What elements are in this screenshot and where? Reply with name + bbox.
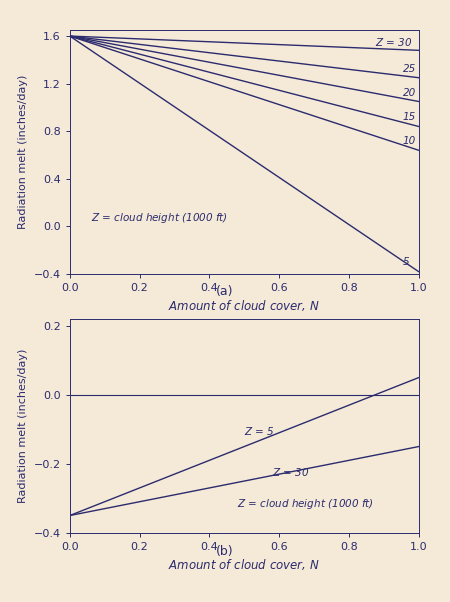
- Y-axis label: Radiation melt (inches/day): Radiation melt (inches/day): [18, 75, 28, 229]
- Text: 15: 15: [403, 112, 416, 122]
- Text: $Z$ = cloud height (1000 ft): $Z$ = cloud height (1000 ft): [90, 211, 228, 226]
- Text: 20: 20: [403, 88, 416, 98]
- Text: 25: 25: [403, 64, 416, 75]
- Text: $Z$ = 30: $Z$ = 30: [272, 466, 309, 478]
- Text: $Z$ = 5: $Z$ = 5: [244, 424, 275, 436]
- Text: 10: 10: [403, 135, 416, 146]
- Text: 5: 5: [403, 257, 410, 267]
- Text: $Z$ = 30: $Z$ = 30: [375, 36, 412, 48]
- Text: $Z$ = cloud height (1000 ft): $Z$ = cloud height (1000 ft): [237, 497, 374, 511]
- X-axis label: Amount of cloud cover, $N$: Amount of cloud cover, $N$: [168, 299, 320, 314]
- Text: (a): (a): [216, 285, 234, 298]
- X-axis label: Amount of cloud cover, $N$: Amount of cloud cover, $N$: [168, 557, 320, 573]
- Y-axis label: Radiation melt (inches/day): Radiation melt (inches/day): [18, 349, 28, 503]
- Text: (b): (b): [216, 545, 234, 558]
